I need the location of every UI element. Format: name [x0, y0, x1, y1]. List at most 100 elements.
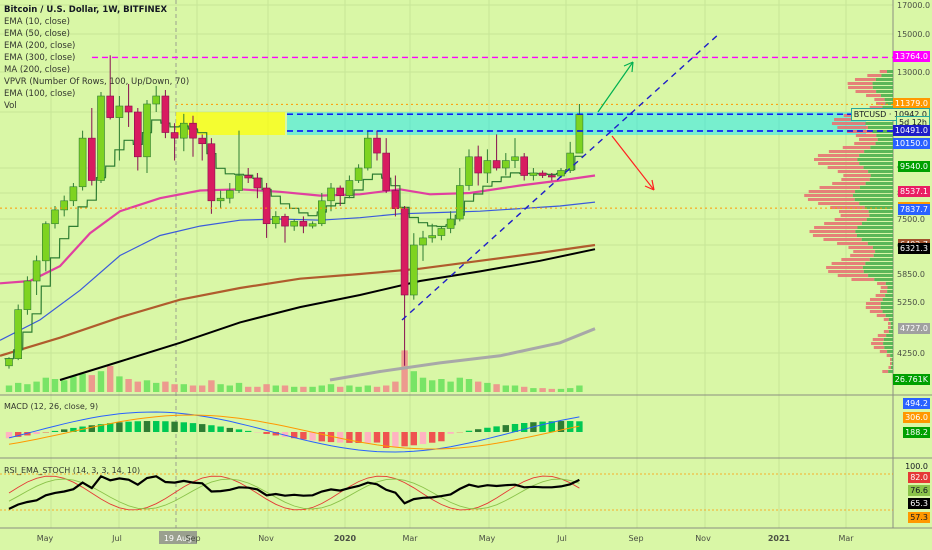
chart-legend: Bitcoin / U.S. Dollar, 1W, BITFINEX EMA …: [4, 4, 189, 112]
volume-bar: [484, 382, 491, 392]
macd-histogram-bar: [401, 432, 408, 447]
vpvr-row-up: [883, 342, 893, 345]
indicator-vpvr[interactable]: VPVR (Number Of Rows, 100, Up/Down, 70): [4, 77, 190, 87]
vpvr-row-down: [818, 162, 860, 165]
vpvr-row-up: [874, 278, 893, 281]
vpvr-row-up: [855, 190, 893, 193]
candle-body: [14, 309, 22, 359]
macd-histogram-bar: [373, 432, 381, 443]
candle-body: [299, 221, 308, 227]
horizontal-levels: [0, 56, 893, 209]
indicator-ema300[interactable]: EMA (300, close): [4, 53, 76, 63]
vpvr-row-down: [855, 134, 877, 137]
volume-bar: [235, 382, 243, 392]
projection-up-arrow: [597, 61, 634, 113]
vpvr-row-up: [856, 234, 893, 237]
macd-histogram-bar: [24, 432, 31, 436]
volume-bar: [548, 388, 555, 392]
volume-bar: [208, 380, 215, 392]
vpvr-row-down: [883, 330, 889, 333]
indicator-ema200[interactable]: EMA (200, close): [4, 41, 76, 51]
vpvr-row-down: [873, 346, 885, 349]
macd-label[interactable]: MACD (12, 26, close, 9): [4, 402, 99, 411]
volume-bar: [199, 385, 206, 392]
rsi-label[interactable]: RSI_EMA_STOCH (14, 3, 3, 14, 10): [4, 466, 141, 475]
vpvr-row-down: [882, 370, 889, 373]
macd-histogram-bar: [291, 432, 298, 439]
vpvr-row-up: [885, 102, 893, 105]
macd-histogram-bar: [134, 421, 141, 432]
candle-body: [382, 152, 391, 191]
macd-histogram-bar: [125, 421, 132, 432]
candle-body: [474, 156, 483, 174]
volume-bar: [24, 384, 31, 392]
volume-bar: [33, 381, 40, 392]
macd-signal-line: [8, 414, 580, 450]
indicator-ema100[interactable]: EMA (100, close): [4, 89, 76, 99]
vpvr-row-down: [877, 334, 887, 337]
time-axis-label: 2021: [768, 534, 791, 543]
vpvr-row-down: [853, 250, 876, 253]
ema-300: [329, 327, 596, 382]
symbol-title[interactable]: Bitcoin / U.S. Dollar, 1W, BITFINEX: [4, 5, 168, 15]
indicator-ema50[interactable]: EMA (50, close): [4, 29, 70, 39]
macd-histogram-bar: [235, 429, 243, 432]
volume-bar: [162, 381, 169, 392]
vpvr-row-up: [853, 194, 893, 197]
vpvr-row-up: [869, 214, 893, 217]
candle-body: [455, 185, 464, 220]
indicator-ema10[interactable]: EMA (10, close): [4, 17, 70, 27]
vpvr-row-up: [870, 146, 893, 149]
vpvr-row-down: [818, 202, 860, 205]
candle-body: [428, 235, 437, 239]
indicator-ma200[interactable]: MA (200, close): [4, 65, 71, 75]
grid: [0, 0, 932, 529]
rsi-tag: 82.0: [908, 472, 930, 483]
vpvr-row-up: [865, 182, 893, 185]
volume-bar: [171, 384, 178, 392]
rsi-tag: 76.6: [908, 485, 930, 496]
volume-bar: [272, 385, 279, 392]
vpvr-row-up: [861, 238, 893, 241]
price-axis-label: 7500.0: [897, 215, 925, 224]
vpvr-row-down: [880, 290, 888, 293]
vpvr-row-down: [809, 230, 856, 233]
vpvr-row-down: [814, 226, 858, 229]
vpvr-row-up: [885, 282, 893, 285]
macd-histogram-bar: [383, 432, 390, 449]
vpvr-row-down: [890, 358, 892, 361]
candle-body: [308, 223, 317, 227]
volume-bar: [383, 385, 390, 392]
price-axis-label: 5850.0: [897, 270, 925, 279]
macd-histogram-bar: [447, 432, 454, 434]
volume-bar: [576, 385, 583, 392]
indicator-volume[interactable]: Vol: [4, 101, 17, 111]
candle-body: [216, 197, 225, 202]
vpvr-row-down: [869, 298, 883, 301]
candle-body: [170, 132, 179, 139]
candle-body: [492, 160, 501, 169]
candle-body: [281, 216, 289, 227]
vpvr-row-up: [869, 178, 893, 181]
volume-bar: [337, 386, 344, 392]
macd-histogram-bar: [521, 423, 528, 432]
vpvr-row-down: [876, 102, 886, 105]
candle-body: [51, 209, 59, 225]
macd-histogram-bar: [355, 432, 362, 443]
vpvr-row-up: [864, 206, 893, 209]
time-axis-label: May: [479, 534, 496, 543]
vpvr-row-down: [879, 70, 888, 73]
vpvr-row-up: [859, 162, 893, 165]
rsi-tag: 100.0: [905, 462, 928, 471]
candle-body: [271, 216, 280, 225]
macd-tag: 188.2: [903, 427, 930, 438]
vpvr-row-down: [875, 294, 886, 297]
ema-50: [0, 174, 596, 285]
vpvr-row-down: [832, 182, 866, 185]
vpvr-row-up: [885, 294, 893, 297]
candle-body: [363, 137, 372, 169]
candle-body: [336, 187, 345, 196]
ema-200: [0, 243, 596, 357]
vpvr-row-down: [841, 178, 870, 181]
